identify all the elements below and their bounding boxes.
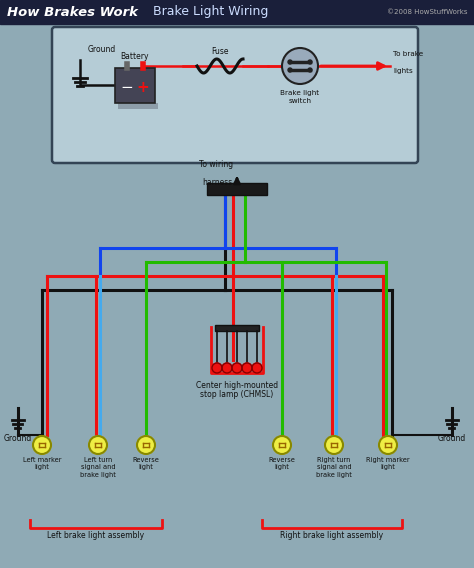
Bar: [115, 68, 155, 103]
Circle shape: [379, 436, 397, 454]
Circle shape: [89, 436, 107, 454]
Text: Left marker
light: Left marker light: [23, 457, 61, 470]
Bar: [118, 103, 158, 109]
Circle shape: [222, 363, 232, 373]
Text: Left turn
signal and
brake light: Left turn signal and brake light: [80, 457, 116, 478]
Text: stop lamp (CHMSL): stop lamp (CHMSL): [201, 390, 273, 399]
Text: −: −: [120, 81, 133, 95]
Text: Ground: Ground: [438, 434, 466, 443]
Text: Reverse
light: Reverse light: [133, 457, 159, 470]
Circle shape: [308, 60, 312, 64]
Text: Reverse
light: Reverse light: [269, 457, 295, 470]
Text: Right turn
signal and
brake light: Right turn signal and brake light: [316, 457, 352, 478]
Text: Fuse: Fuse: [211, 47, 229, 56]
Text: Right marker
light: Right marker light: [366, 457, 410, 470]
Circle shape: [308, 68, 312, 72]
Text: harness: harness: [203, 178, 233, 187]
Text: Right brake light assembly: Right brake light assembly: [281, 531, 383, 540]
Text: lights: lights: [393, 68, 413, 74]
Circle shape: [325, 436, 343, 454]
Text: How Brakes Work: How Brakes Work: [7, 6, 138, 19]
Circle shape: [288, 68, 292, 72]
Text: Center high-mounted: Center high-mounted: [196, 381, 278, 390]
Circle shape: [282, 48, 318, 84]
Circle shape: [273, 436, 291, 454]
Bar: [215, 325, 259, 331]
Text: Left brake light assembly: Left brake light assembly: [47, 531, 145, 540]
Bar: [0, 0, 474, 24]
Text: switch: switch: [289, 98, 311, 104]
Circle shape: [288, 60, 292, 64]
Text: Ground: Ground: [4, 434, 32, 443]
FancyBboxPatch shape: [52, 27, 418, 163]
Circle shape: [137, 436, 155, 454]
Circle shape: [232, 363, 242, 373]
Circle shape: [33, 436, 51, 454]
Circle shape: [252, 363, 262, 373]
Text: Brake Light Wiring: Brake Light Wiring: [145, 6, 268, 19]
Text: Brake light: Brake light: [281, 90, 319, 96]
Text: To brake: To brake: [393, 51, 423, 57]
Bar: [207, 183, 267, 195]
Circle shape: [212, 363, 222, 373]
Text: Ground: Ground: [88, 45, 116, 54]
Text: To wiring: To wiring: [199, 160, 233, 169]
Text: Battery: Battery: [121, 52, 149, 61]
Circle shape: [242, 363, 252, 373]
Text: +: +: [137, 81, 149, 95]
Text: ©2008 HowStuffWorks: ©2008 HowStuffWorks: [388, 9, 468, 15]
